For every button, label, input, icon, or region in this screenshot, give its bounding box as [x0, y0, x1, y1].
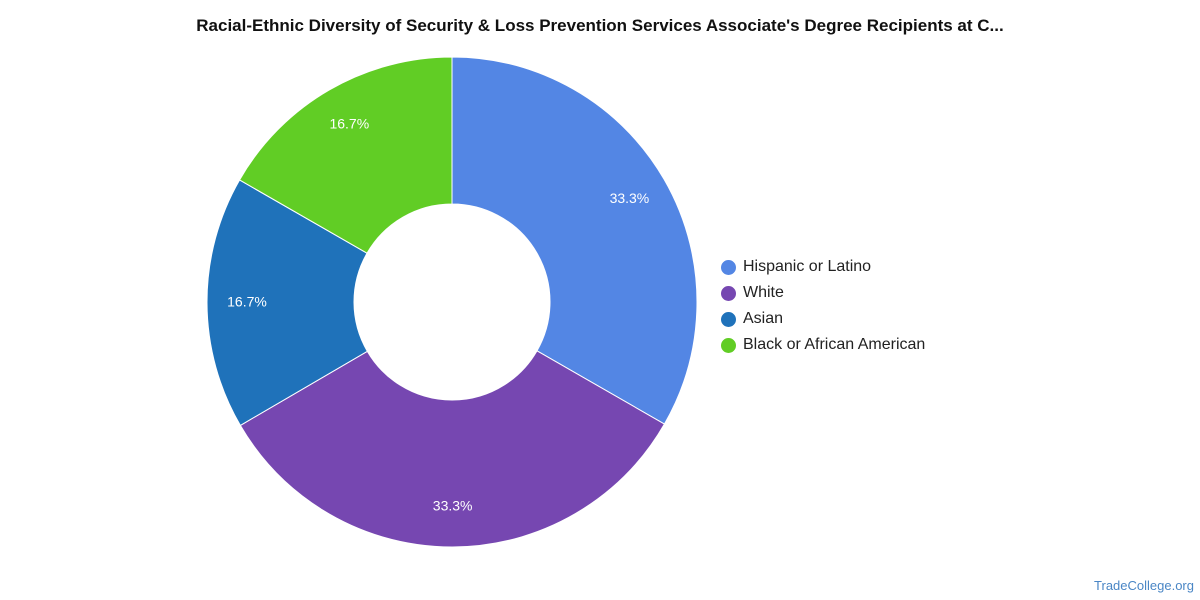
legend-swatch-white — [721, 285, 736, 301]
legend-label-white: White — [743, 284, 784, 301]
legend-item-hispanic-or-latino[interactable]: Hispanic or Latino — [721, 254, 925, 280]
legend: Hispanic or Latino White Asian Black or … — [721, 254, 925, 358]
slice-black-or-african-american[interactable] — [238, 56, 453, 254]
legend-swatch-black-or-african-american — [721, 337, 736, 353]
slice-white[interactable] — [239, 350, 666, 548]
legend-item-black-or-african-american[interactable]: Black or African American — [721, 332, 925, 358]
legend-swatch-asian — [721, 311, 736, 327]
slice-label-white: 33.3% — [433, 498, 473, 514]
slice-hispanic-or-latino[interactable] — [451, 56, 698, 425]
chart-title: Racial-Ethnic Diversity of Security & Lo… — [196, 16, 1004, 35]
slice-label-asian: 16.7% — [227, 293, 267, 309]
watermark: TradeCollege.org — [1094, 578, 1194, 593]
legend-item-asian[interactable]: Asian — [721, 306, 925, 332]
legend-label-black-or-african-american: Black or African American — [743, 336, 926, 353]
slice-label-hispanic-or-latino: 33.3% — [610, 190, 650, 206]
slice-asian[interactable] — [206, 179, 369, 427]
legend-swatch-hispanic-or-latino — [721, 259, 736, 275]
slice-label-black-or-african-american: 16.7% — [329, 115, 369, 131]
legend-label-hispanic-or-latino: Hispanic or Latino — [743, 258, 872, 275]
legend-item-white[interactable]: White — [721, 280, 925, 306]
legend-label-asian: Asian — [743, 310, 784, 327]
